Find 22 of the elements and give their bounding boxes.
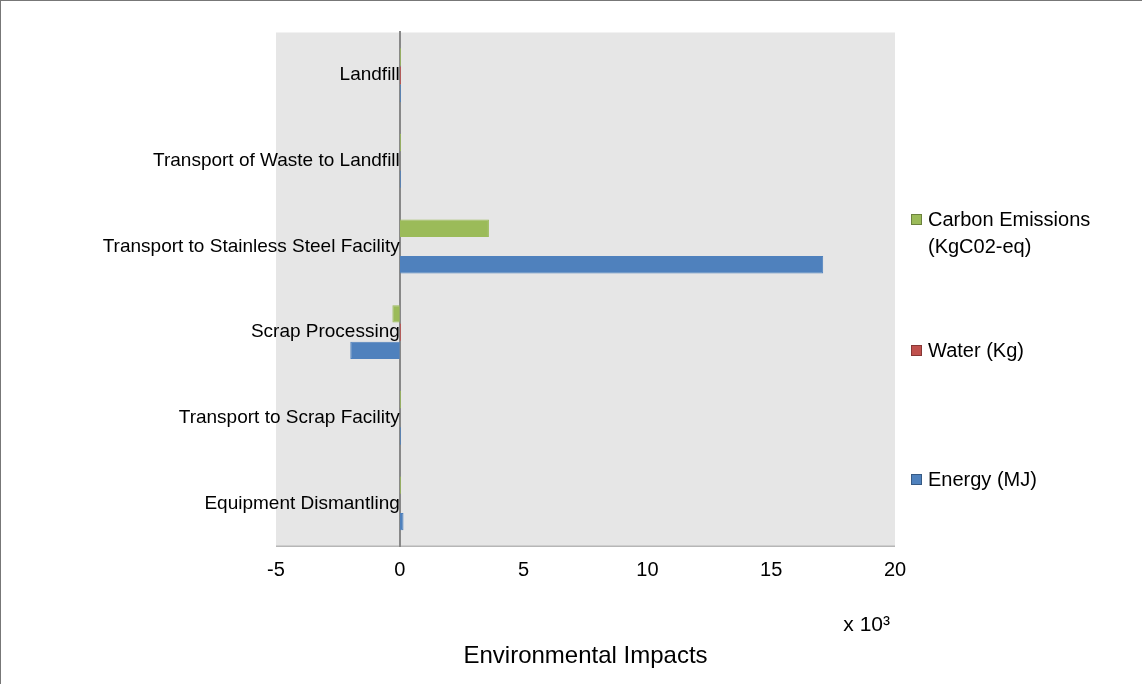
legend-label: Carbon Emissions (KgC02-eq) — [928, 207, 1092, 259]
y-tick-label: Transport to Scrap Facility — [178, 405, 401, 427]
y-tick-label: Scrap Processing — [250, 320, 400, 342]
y-tick-label: Equipment Dismantling — [204, 491, 400, 513]
x-tick-label: 0 — [394, 557, 406, 580]
x-tick-label: 15 — [760, 557, 783, 580]
x-tick-label: 20 — [883, 557, 907, 580]
bar — [399, 219, 489, 237]
x-tick-label: -5 — [267, 557, 285, 580]
y-tick-label: Landfill — [339, 63, 400, 85]
bar — [399, 256, 824, 274]
text: x 10³ — [843, 612, 891, 636]
x-tick-label: 10 — [636, 557, 659, 580]
x-tick-label: 5 — [518, 557, 530, 580]
y-tick-label: Transport of Waste to Landfill — [153, 149, 400, 171]
legend-label: Water (Kg) — [928, 338, 1024, 363]
bar — [392, 305, 400, 323]
x-axis-title: Environmental Impacts — [463, 641, 708, 669]
y-tick-label: Transport to Stainless Steel Facility — [102, 234, 401, 256]
bar — [350, 341, 400, 360]
legend-label: Energy (MJ) — [928, 467, 1037, 492]
bar — [399, 512, 404, 531]
